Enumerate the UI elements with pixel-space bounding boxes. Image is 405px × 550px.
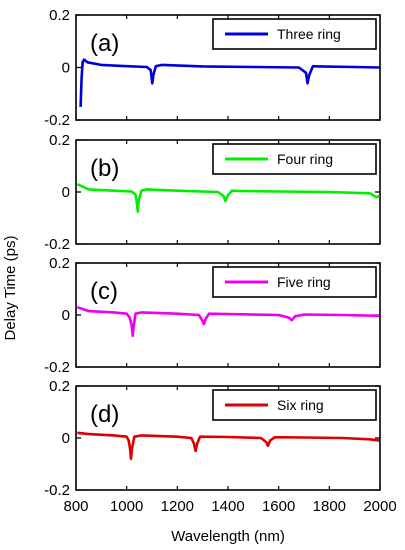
panel-d-series-line bbox=[77, 431, 380, 461]
x-axis-label: Wavelength (nm) bbox=[171, 528, 285, 545]
x-tick-label: 1400 bbox=[211, 498, 244, 515]
panel-a-legend-label: Three ring bbox=[277, 26, 341, 42]
panel-c-ytick-label: 0.2 bbox=[49, 255, 70, 272]
panel-d-ytick-label: 0.2 bbox=[49, 378, 70, 395]
panel-b-series-line bbox=[76, 183, 380, 213]
panel-d-label: (d) bbox=[90, 401, 119, 428]
panel-d-ytick-label: 0 bbox=[62, 430, 70, 447]
x-tick-label: 2000 bbox=[363, 498, 396, 515]
panel-c-legend-label: Five ring bbox=[277, 274, 331, 290]
panel-d-legend-label: Six ring bbox=[277, 397, 324, 413]
y-axis-label: Delay Time (ps) bbox=[2, 235, 19, 340]
panel-b-label: (b) bbox=[90, 155, 119, 182]
panel-b-ytick-label: -0.2 bbox=[44, 236, 70, 253]
panel-a-ytick-label: -0.2 bbox=[44, 112, 70, 129]
panel-c-ytick-label: -0.2 bbox=[44, 359, 70, 376]
panel-b-legend-label: Four ring bbox=[277, 151, 333, 167]
panel-c-ytick-label: 0 bbox=[62, 307, 70, 324]
panel-a-label: (a) bbox=[90, 30, 119, 57]
panel-c-series-line bbox=[76, 305, 380, 338]
x-tick-label: 1200 bbox=[161, 498, 194, 515]
panel-a-series-line bbox=[79, 58, 380, 107]
x-tick-label: 1000 bbox=[110, 498, 143, 515]
x-tick-label: 1800 bbox=[313, 498, 346, 515]
x-tick-label: 800 bbox=[63, 498, 88, 515]
panel-b-ytick-label: 0.2 bbox=[49, 132, 70, 149]
panel-c-label: (c) bbox=[90, 278, 118, 305]
panel-d-legend-box bbox=[212, 389, 377, 421]
panel-b-ytick-label: 0 bbox=[62, 184, 70, 201]
x-tick-label: 1600 bbox=[262, 498, 295, 515]
panel-d-ytick-label: -0.2 bbox=[44, 482, 70, 499]
panel-a-ytick-label: 0 bbox=[62, 60, 70, 77]
panel-a-ytick-label: 0.2 bbox=[49, 7, 70, 24]
